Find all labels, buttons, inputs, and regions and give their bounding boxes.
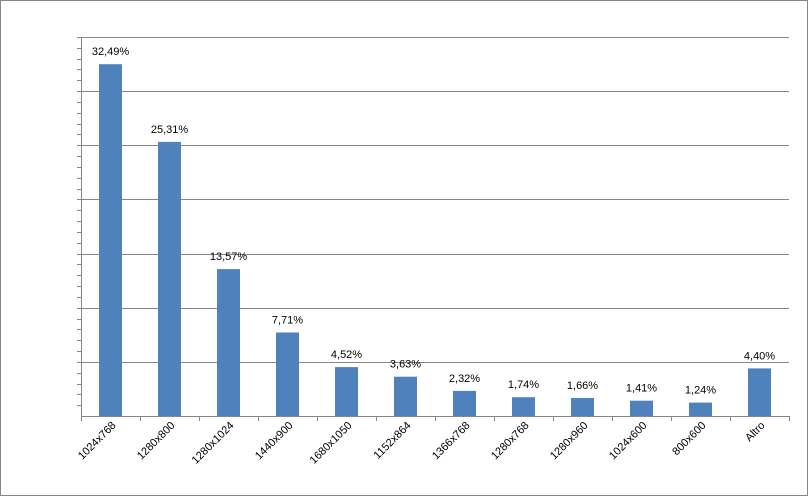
data-label: 4,52% [331, 349, 362, 361]
category-label: 1024x768 [76, 420, 119, 463]
data-label: 32,49% [92, 46, 130, 58]
bar-1024x768 [99, 64, 122, 416]
axes [77, 37, 790, 421]
bar-1440x900 [276, 332, 299, 416]
data-label: 25,31% [151, 124, 189, 136]
data-label: 1,41% [626, 383, 657, 395]
category-label: 1024x600 [607, 420, 650, 463]
category-label: 1280x800 [135, 420, 178, 463]
data-label: 1,66% [567, 380, 598, 392]
data-label: 2,32% [449, 373, 480, 385]
category-label: 1280x768 [489, 420, 532, 463]
data-label: 1,74% [508, 379, 539, 391]
category-label: 1440x900 [253, 420, 296, 463]
category-label: 1280x1024 [190, 420, 237, 467]
category-label: 800x600 [670, 420, 708, 458]
category-label: Altro [743, 420, 767, 444]
bar-800x600 [689, 402, 712, 416]
bars [99, 64, 771, 416]
category-label: 1280x960 [548, 420, 591, 463]
bar-1280x800 [158, 141, 181, 416]
bar-1280x1024 [217, 269, 240, 416]
bar-1680x1050 [335, 367, 358, 416]
gridlines [81, 37, 789, 363]
data-label: 7,71% [272, 315, 303, 327]
bar-1024x600 [630, 400, 653, 416]
bar-1366x768 [453, 390, 476, 416]
data-label: 4,40% [744, 350, 775, 362]
category-label: 1366x768 [430, 420, 473, 463]
data-label: 13,57% [210, 251, 248, 263]
category-label: 1680x1050 [308, 420, 355, 467]
data-label: 1,24% [685, 385, 716, 397]
bar-1280x768 [512, 397, 535, 416]
bar-1152x864 [394, 376, 417, 416]
bar-Altro [748, 368, 771, 416]
data-labels: 32,49% 25,31% 13,57% 7,71% 4,52% 3,63% 2,32% 1,… [92, 46, 775, 396]
bar-1280x960 [571, 398, 594, 416]
category-label: 1152x864 [372, 420, 414, 462]
data-label: 3,63% [390, 359, 421, 371]
category-tick-labels: 1024x768 1280x800 1280x1024 1440x900 1680x10… [76, 420, 768, 467]
